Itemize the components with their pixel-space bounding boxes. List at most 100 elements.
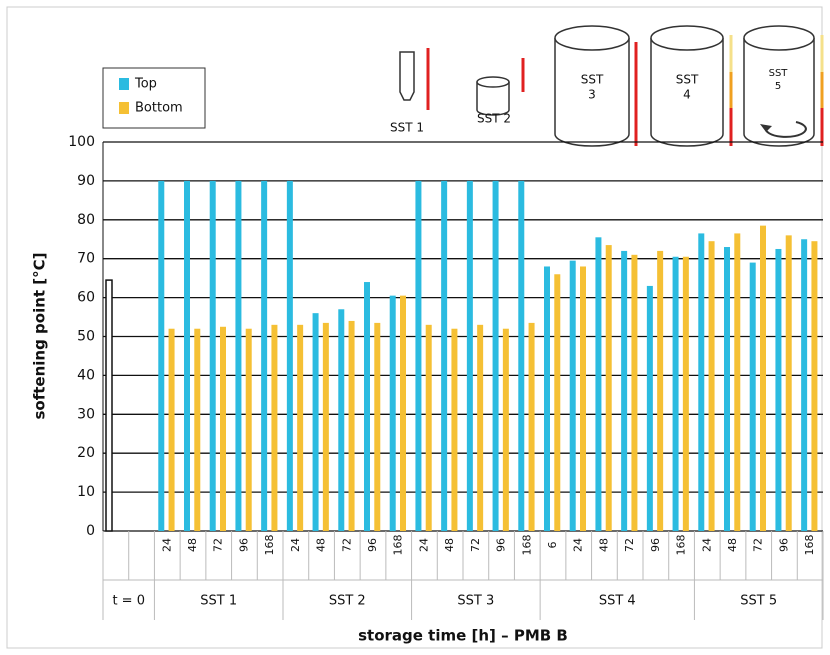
icon-label: SST 1 xyxy=(390,121,424,135)
x-tick-label: 72 xyxy=(340,538,353,552)
x-tick-label: 168 xyxy=(392,535,405,556)
bar xyxy=(169,329,175,531)
x-tick-label: 96 xyxy=(495,538,508,552)
group-label: SST 4 xyxy=(599,594,636,609)
x-tick-label: 72 xyxy=(752,538,765,552)
x-tick-label: 48 xyxy=(186,538,199,552)
x-tick-label: 24 xyxy=(160,538,173,552)
y-tick-label: 80 xyxy=(77,212,95,228)
bar xyxy=(493,181,499,531)
bar xyxy=(621,251,627,531)
icons xyxy=(400,26,822,146)
bar xyxy=(158,181,164,531)
bar xyxy=(467,181,473,531)
bar xyxy=(297,325,303,531)
x-tick-label: 48 xyxy=(443,538,456,552)
chart: SST 1 SST 2 SST 3 SST 4 SST 5 softening … xyxy=(0,0,830,655)
bar xyxy=(261,181,267,531)
x-tick-label: 72 xyxy=(623,538,636,552)
bar xyxy=(631,255,637,531)
bar xyxy=(415,181,421,531)
bar xyxy=(683,257,689,531)
icon-label: SST xyxy=(581,73,604,87)
bar xyxy=(801,239,807,531)
bar xyxy=(709,241,715,531)
y-tick-label: 90 xyxy=(77,173,95,189)
x-tick-label: 96 xyxy=(366,538,379,552)
bar xyxy=(811,241,817,531)
y-tick-label: 70 xyxy=(77,251,95,267)
y-tick-label: 50 xyxy=(77,329,95,345)
legend-swatch xyxy=(119,78,129,90)
x-tick-label: 96 xyxy=(237,538,250,552)
y-tick-label: 10 xyxy=(77,484,95,500)
bar xyxy=(529,323,535,531)
x-tick-label: 72 xyxy=(212,538,225,552)
bar xyxy=(724,247,730,531)
bar xyxy=(390,296,396,531)
bar xyxy=(606,245,612,531)
x-tick-label: 48 xyxy=(315,538,328,552)
x-tick-label: 168 xyxy=(263,535,276,556)
y-tick-label: 30 xyxy=(77,406,95,422)
x-tick-label: 96 xyxy=(777,538,790,552)
bar xyxy=(760,226,766,531)
bar xyxy=(374,323,380,531)
bar xyxy=(400,296,406,531)
x-tick-label: 168 xyxy=(520,535,533,556)
y-tick-label: 60 xyxy=(77,290,95,306)
y-tick-label: 100 xyxy=(68,134,95,150)
bar xyxy=(210,181,216,531)
icon-label: 5 xyxy=(775,81,781,92)
bar xyxy=(194,329,200,531)
x-tick-label: 24 xyxy=(417,538,430,552)
group-label: SST 3 xyxy=(457,594,494,609)
icon-label: SST xyxy=(676,73,699,87)
bar xyxy=(349,321,355,531)
bar xyxy=(477,325,483,531)
legend-swatch xyxy=(119,102,129,114)
x-tick-label: 48 xyxy=(597,538,610,552)
icon-label: SST 2 xyxy=(477,112,511,126)
icon-label: 4 xyxy=(683,88,691,102)
x-tick-label: 168 xyxy=(675,535,688,556)
bar xyxy=(580,266,586,531)
bar xyxy=(106,280,112,531)
y-tick-label: 20 xyxy=(77,445,95,461)
bar xyxy=(451,329,457,531)
bar xyxy=(338,309,344,531)
bar xyxy=(786,235,792,531)
group-label: t = 0 xyxy=(112,594,145,609)
bar xyxy=(673,257,679,531)
bar xyxy=(750,263,756,531)
legend-label: Bottom xyxy=(135,101,183,116)
bar xyxy=(426,325,432,531)
x-axis-title: storage time [h] – PMB B xyxy=(358,627,568,645)
bar xyxy=(570,261,576,531)
y-axis-title: softening point [°C] xyxy=(31,252,49,419)
bar xyxy=(220,327,226,531)
x-tick-label: 96 xyxy=(649,538,662,552)
x-tick-label: 24 xyxy=(289,538,302,552)
bar xyxy=(554,274,560,531)
bar xyxy=(595,237,601,531)
bar xyxy=(271,325,277,531)
x-tick-label: 168 xyxy=(803,535,816,556)
x-tick-label: 72 xyxy=(469,538,482,552)
bar xyxy=(698,233,704,531)
bar xyxy=(647,286,653,531)
bar xyxy=(313,313,319,531)
bar xyxy=(246,329,252,531)
bar xyxy=(184,181,190,531)
bar xyxy=(544,266,550,531)
group-label: SST 2 xyxy=(329,594,366,609)
bar xyxy=(775,249,781,531)
x-tick-label: 48 xyxy=(726,538,739,552)
bar xyxy=(657,251,663,531)
x-tick-label: 24 xyxy=(700,538,713,552)
bar xyxy=(287,181,293,531)
group-label: SST 1 xyxy=(200,594,237,609)
bar xyxy=(235,181,241,531)
bar xyxy=(323,323,329,531)
bar xyxy=(441,181,447,531)
